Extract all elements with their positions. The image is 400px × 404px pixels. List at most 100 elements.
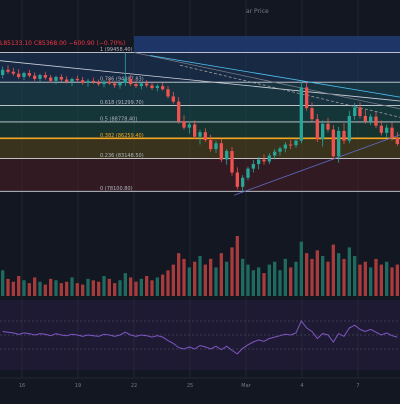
volume-bar-71: [379, 264, 383, 296]
candle-63: [337, 127, 341, 163]
candle-31: [166, 86, 170, 99]
trendlines: [0, 52, 400, 196]
volume-bar-13: [70, 277, 74, 296]
candle-body-36: [193, 124, 197, 137]
volume-bar-14: [75, 283, 79, 296]
candle-17: [91, 77, 95, 85]
candle-body-47: [251, 164, 255, 169]
volume-bar-22: [118, 280, 122, 296]
volume-bar-47: [251, 270, 255, 296]
candle-body-15: [81, 80, 85, 83]
volume-bar-54: [289, 267, 293, 296]
fib-retracement: 1 (99458.40) 0.786 (94887.83) 0.618 (91299…: [0, 47, 400, 192]
volume-bar-53: [283, 258, 287, 296]
candle-body-72: [385, 127, 389, 133]
volume-bar-48: [257, 267, 261, 296]
volume-bar-42: [225, 261, 229, 296]
candle-body-9: [49, 77, 53, 81]
volume-bar-28: [150, 280, 154, 296]
candle-body-57: [305, 87, 309, 109]
volume-bar-34: [182, 258, 186, 296]
volume-bar-49: [262, 273, 266, 296]
volume-bar-65: [347, 247, 351, 296]
candle-28: [150, 82, 154, 90]
candle-54: [289, 140, 293, 150]
candle-66: [353, 102, 357, 120]
candle-body-20: [107, 81, 111, 84]
candle-body-25: [134, 84, 138, 87]
volume-bar-64: [342, 258, 346, 296]
candle-body-41: [219, 143, 223, 160]
candle-26: [139, 82, 143, 90]
volume-bar-67: [358, 264, 362, 296]
fib-label-0.618: 0.618 (91299.70): [100, 100, 144, 106]
candle-body-70: [374, 116, 378, 126]
fib-zone-4: [0, 138, 400, 159]
time-axis: 16 19 22 25 Mar 4 7: [0, 377, 400, 389]
volume-bar-52: [278, 270, 282, 296]
candle-71: [379, 120, 383, 136]
candle-body-35: [187, 124, 191, 128]
fib-label-0.5: 0.5 (88778.40): [100, 116, 137, 122]
candle-body-28: [150, 85, 154, 88]
fib-label-0.786: 0.786 (94887.83): [100, 77, 144, 83]
volume-bar-74: [395, 264, 399, 296]
candle-18: [97, 79, 101, 87]
candle-body-61: [326, 123, 330, 130]
candle-body-42: [225, 151, 229, 160]
volume-series: [1, 236, 399, 296]
candle-5: [27, 69, 31, 78]
candle-body-54: [289, 144, 293, 146]
candle-body-19: [102, 81, 106, 85]
candle-43: [230, 147, 234, 176]
projection-zone: [134, 36, 400, 53]
volume-bar-24: [129, 277, 133, 296]
candle-body-17: [91, 80, 95, 83]
candlestick-series: [1, 52, 399, 192]
candle-46: [246, 166, 250, 181]
candle-body-38: [203, 132, 207, 140]
candle-body-63: [337, 130, 341, 157]
candle-50: [267, 153, 271, 165]
fib-label-0: 0 (78100.80): [100, 186, 133, 192]
candle-body-45: [241, 177, 245, 187]
candle-body-34: [182, 121, 186, 128]
volume-bar-32: [171, 264, 175, 296]
candle-57: [305, 82, 309, 111]
candle-20: [107, 78, 111, 85]
candle-body-55: [294, 140, 298, 146]
candle-body-30: [161, 86, 165, 90]
trendline-4: [233, 134, 400, 196]
candle-45: [241, 175, 245, 192]
volume-bar-56: [299, 241, 303, 296]
candle-61: [326, 117, 330, 133]
candle-24: [129, 75, 133, 87]
volume-bar-35: [187, 267, 191, 296]
candle-21: [113, 80, 117, 88]
candle-body-39: [209, 140, 213, 150]
candle-body-40: [214, 143, 218, 150]
candle-body-37: [198, 132, 202, 137]
x-tick-1: 19: [75, 383, 81, 389]
candle-body-12: [65, 79, 69, 82]
candle-body-29: [155, 86, 159, 88]
volume-bar-17: [91, 280, 95, 296]
candle-body-44: [235, 172, 239, 187]
candle-19: [102, 80, 106, 88]
candle-68: [363, 110, 367, 124]
candle-body-74: [395, 138, 399, 144]
candle-64: [342, 123, 346, 144]
candle-body-68: [363, 115, 367, 122]
candle-body-62: [331, 129, 335, 157]
volume-bar-63: [337, 253, 341, 296]
fib-zone-1: [0, 82, 400, 106]
volume-bar-69: [369, 267, 373, 296]
volume-bar-50: [267, 264, 271, 296]
candle-12: [65, 76, 69, 84]
candle-body-11: [59, 76, 63, 80]
candle-body-49: [262, 159, 266, 162]
candle-body-14: [75, 78, 79, 81]
candle-65: [347, 110, 351, 144]
